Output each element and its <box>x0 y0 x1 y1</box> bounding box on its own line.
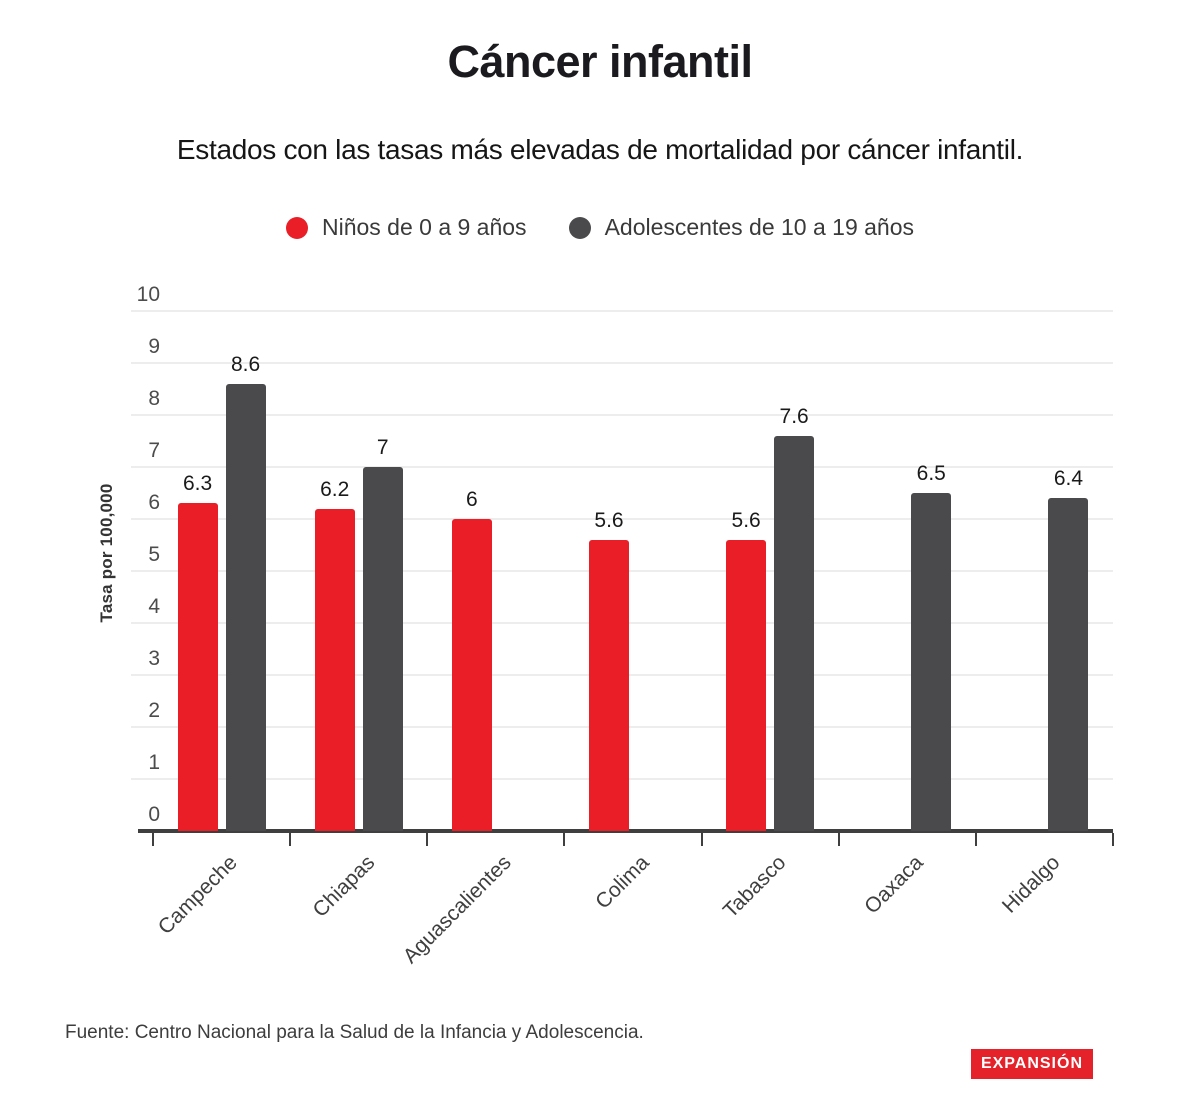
x-axis-line <box>138 829 1113 833</box>
x-axis-tick <box>700 833 703 846</box>
y-tick-label: 1 <box>148 751 160 774</box>
bar-value-label: 6.3 <box>182 472 213 496</box>
x-axis-label: Hidalgo <box>998 851 1065 918</box>
gridline <box>131 362 1113 364</box>
x-axis-tick <box>974 833 977 846</box>
y-tick-label: 9 <box>148 335 160 358</box>
gridline <box>131 414 1113 416</box>
x-axis-label: Aguascalientes <box>399 851 517 968</box>
bar-value-label: 6.2 <box>320 477 350 501</box>
x-axis-tick <box>426 833 429 846</box>
bar-ninos <box>314 508 355 831</box>
x-axis-label: Chiapas <box>308 851 379 922</box>
y-tick-label: 5 <box>148 543 160 566</box>
y-tick-label: 8 <box>148 387 160 410</box>
legend-dot-red-icon <box>285 216 308 239</box>
y-tick-label: 3 <box>148 647 160 670</box>
bar-value-label: 5.6 <box>731 508 761 532</box>
y-tick-label: 10 <box>136 283 160 306</box>
page-title: Cáncer infantil <box>447 36 753 87</box>
bar-adolescentes <box>911 493 952 831</box>
y-tick-label: 2 <box>148 699 160 722</box>
gridline <box>131 518 1113 520</box>
legend-item-ninos: Niños de 0 a 9 años <box>285 214 527 241</box>
bar-ninos <box>726 539 767 831</box>
bar-adolescentes <box>225 383 266 831</box>
x-axis-label: Colima <box>590 851 654 914</box>
x-axis-tick <box>152 833 154 846</box>
x-axis-label: Oaxaca <box>860 851 928 919</box>
y-tick-label: 7 <box>148 439 160 462</box>
bar-value-label: 6 <box>466 488 478 511</box>
bar-adolescentes <box>774 435 815 831</box>
bar-value-label: 7.6 <box>779 404 809 428</box>
bar-value-label: 8.6 <box>230 352 261 376</box>
gridline <box>131 466 1113 468</box>
x-axis-label: Campeche <box>153 851 242 940</box>
x-axis-tick <box>563 833 566 846</box>
bar-value-label: 5.6 <box>594 508 624 532</box>
legend-item-adolescentes: Adolescentes de 10 a 19 años <box>568 214 915 241</box>
bar-value-label: 6.4 <box>1053 467 1084 491</box>
bar-ninos <box>589 539 629 831</box>
y-tick-label: 6 <box>148 491 160 514</box>
y-tick-label: 4 <box>148 595 160 618</box>
gridline <box>131 310 1113 312</box>
bar-ninos <box>177 503 218 831</box>
legend-dot-gray-icon <box>568 216 591 239</box>
expansion-logo: EXPANSIÓN <box>970 1049 1093 1079</box>
legend-label: Niños de 0 a 9 años <box>321 214 527 240</box>
x-axis-tick <box>837 833 840 846</box>
bar-value-label: 6.5 <box>916 462 946 485</box>
source-note: Fuente: Centro Nacional para la Salud de… <box>65 1022 644 1043</box>
x-axis-tick <box>1112 833 1114 846</box>
page-subtitle: Estados con las tasas más elevadas de mo… <box>176 134 1024 165</box>
x-axis-label: Tabasco <box>718 851 791 923</box>
legend-label: Adolescentes de 10 a 19 años <box>604 214 915 240</box>
bar-value-label: 7 <box>376 436 389 459</box>
bar-adolescentes <box>362 467 403 831</box>
x-axis-tick <box>289 833 292 846</box>
bar-ninos <box>451 519 492 831</box>
y-tick-label: 0 <box>148 803 160 826</box>
chart-legend: Niños de 0 a 9 años Adolescentes de 10 a… <box>0 214 1200 241</box>
bar-adolescentes <box>1048 498 1089 831</box>
